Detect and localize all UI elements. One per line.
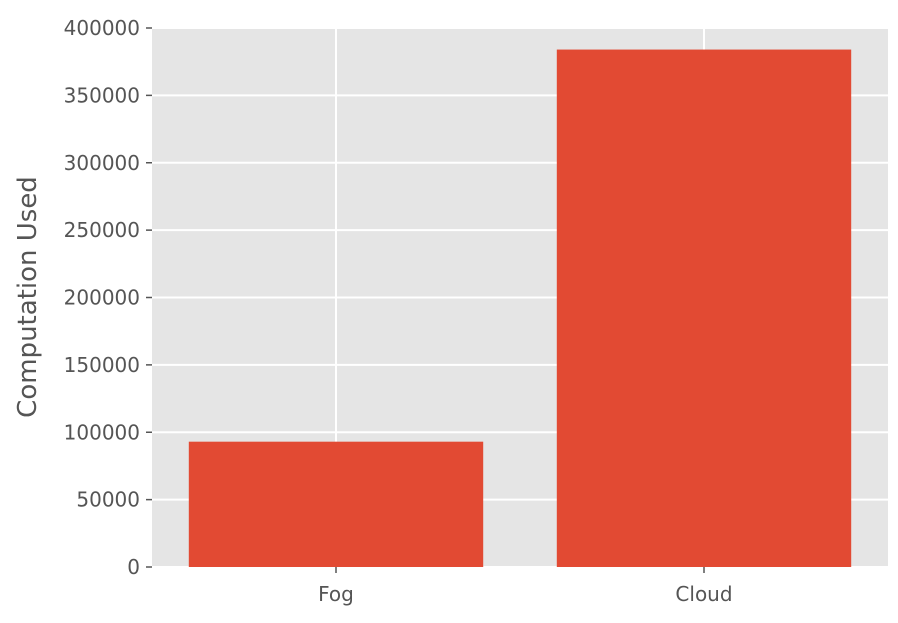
y-tick-label: 400000 (64, 16, 140, 40)
y-tick-label: 350000 (64, 83, 140, 107)
y-tick-label: 150000 (64, 353, 140, 377)
y-axis-label: Computation Used (13, 176, 43, 418)
y-tick-label: 0 (127, 555, 140, 579)
x-tick-label: Cloud (675, 582, 732, 606)
y-tick-label: 50000 (76, 488, 140, 512)
bar-fog (188, 441, 484, 567)
y-tick-label: 100000 (64, 420, 140, 444)
y-axis: 0 50000 100000 150000 200000 250000 300000 3500… (64, 16, 152, 579)
y-tick-label: 300000 (64, 151, 140, 175)
x-axis: Fog Cloud (318, 567, 733, 606)
y-tick-label: 250000 (64, 218, 140, 242)
x-tick-label: Fog (318, 582, 354, 606)
bars (188, 49, 852, 568)
y-tick-label: 200000 (64, 286, 140, 310)
bar-cloud (556, 49, 852, 568)
